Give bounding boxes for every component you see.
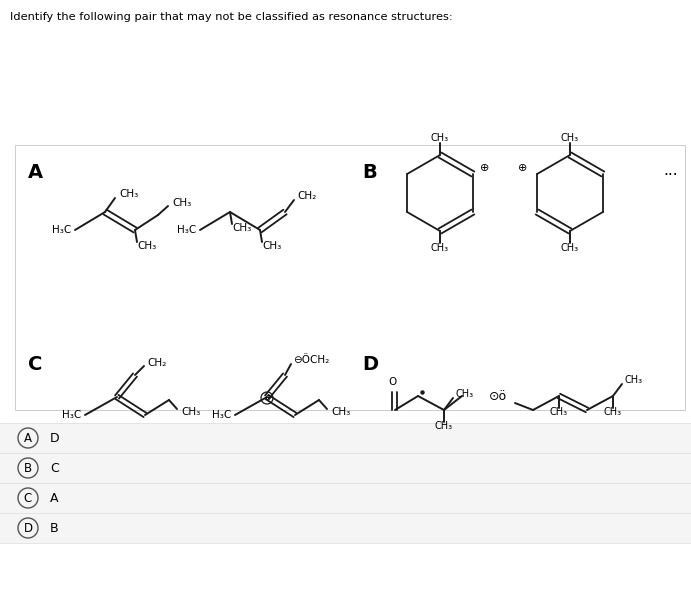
Text: A: A [24,432,32,444]
Text: CH₃: CH₃ [550,407,568,417]
Text: H₃C: H₃C [61,410,81,420]
Text: CH₃: CH₃ [561,133,579,143]
FancyBboxPatch shape [15,145,685,410]
Text: CH₃: CH₃ [604,407,622,417]
Text: CH₃: CH₃ [331,407,350,417]
Text: CH₃: CH₃ [181,407,200,417]
Text: ⊕: ⊕ [518,163,528,173]
Text: CH₃: CH₃ [431,243,449,253]
Text: ...: ... [663,163,678,178]
Text: H₃C: H₃C [211,410,231,420]
Text: CH₃: CH₃ [431,133,449,143]
Text: B: B [24,462,32,474]
Text: ⊖ÖCH₂: ⊖ÖCH₂ [293,355,329,365]
Text: CH₃: CH₃ [625,375,643,385]
Text: CH₃: CH₃ [172,198,191,208]
Text: ⊕: ⊕ [480,163,490,173]
Text: CH₃: CH₃ [435,421,453,431]
Text: B: B [50,521,59,535]
Text: D: D [23,521,32,535]
Text: CH₃: CH₃ [119,189,138,199]
Text: H₃C: H₃C [177,225,196,235]
Text: CH₃: CH₃ [561,243,579,253]
Text: D: D [362,355,378,374]
Text: C: C [28,355,42,374]
Text: D: D [50,432,59,444]
Text: H₃C: H₃C [52,225,71,235]
FancyBboxPatch shape [0,453,691,483]
FancyBboxPatch shape [0,423,691,453]
Text: A: A [50,492,59,505]
FancyBboxPatch shape [0,483,691,513]
Text: CH₃: CH₃ [137,241,156,251]
Text: C: C [24,492,32,505]
Text: CH₂: CH₂ [297,191,316,201]
Text: ⊙ö: ⊙ö [489,390,507,404]
Text: O: O [389,377,397,387]
Text: B: B [362,163,377,182]
Text: CH₂: CH₂ [147,358,167,368]
FancyBboxPatch shape [0,513,691,543]
Text: CH₃: CH₃ [232,223,252,233]
Text: ⊕: ⊕ [264,393,270,402]
Text: A: A [28,163,43,182]
Text: Identify the following pair that may not be classified as resonance structures:: Identify the following pair that may not… [10,12,453,22]
Text: CH₃: CH₃ [262,241,281,251]
Text: CH₃: CH₃ [456,389,474,399]
Text: C: C [50,462,59,474]
